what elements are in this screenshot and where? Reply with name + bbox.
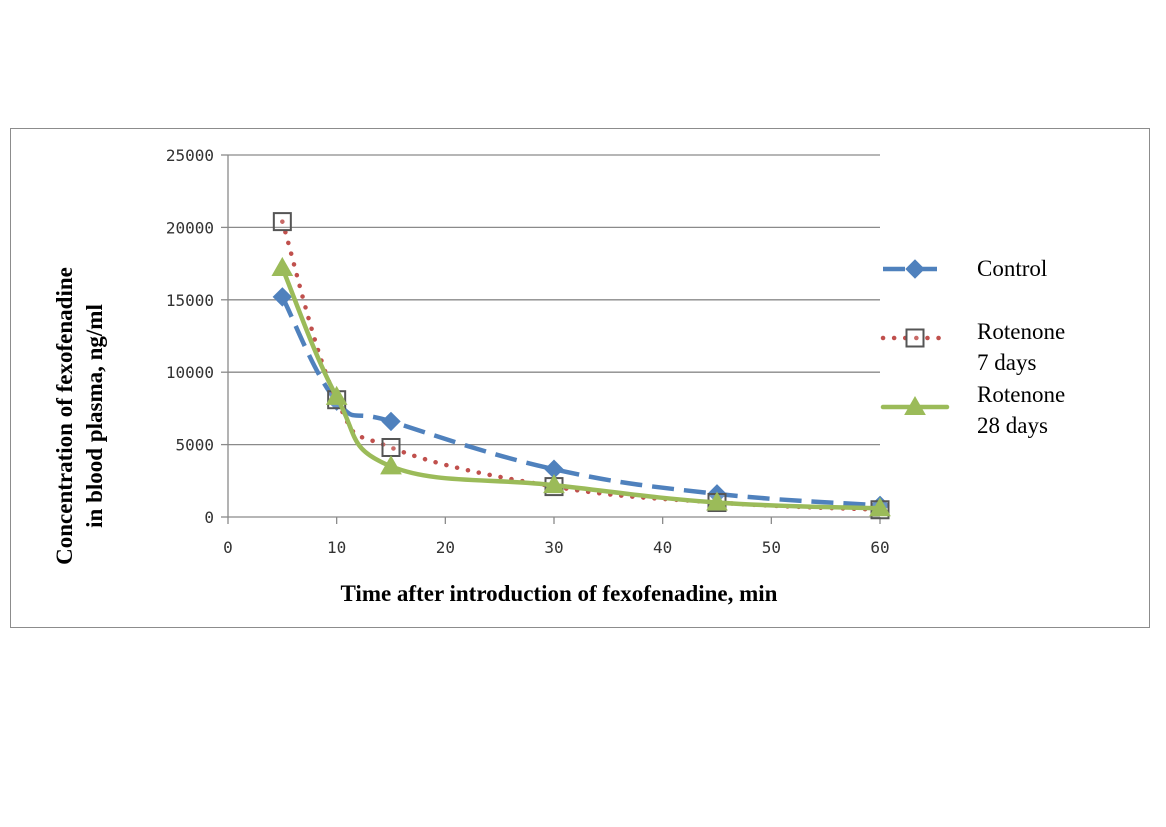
data-series: [271, 212, 891, 520]
legend-label-1-1: 7 days: [977, 350, 1036, 375]
x-tick-label: 60: [870, 538, 889, 557]
data-point-s2-4: [706, 491, 728, 511]
x-tick-label: 30: [544, 538, 563, 557]
x-tick-label: 50: [762, 538, 781, 557]
series-2: [271, 256, 891, 517]
y-axis-title-line-2: in blood plasma, ng/ml: [82, 304, 107, 528]
legend-item-2: Rotenone 28 days: [880, 382, 1065, 438]
data-point-s0-0: [272, 287, 293, 307]
legend-item-1: Rotenone 7 days: [880, 319, 1065, 375]
tick-labels: 0 5000 10000 15000 20000 25000 0 10 20 30 40 50 60: [166, 146, 890, 557]
chart: 0 5000 10000 15000 20000 25000 0 10 20 30 40 50 60 C…: [52, 146, 1065, 606]
series-0: [272, 287, 890, 516]
legend-label-2-0: Rotenone: [977, 382, 1065, 407]
y-tick-label: 10000: [166, 363, 214, 382]
y-tick-label: 20000: [166, 218, 214, 237]
y-tick-label: 5000: [175, 436, 214, 455]
data-point-s2-1: [325, 385, 348, 405]
series-line-2: [280, 265, 883, 511]
legend-marker-1: [905, 328, 925, 348]
data-point-s2-2: [380, 455, 402, 475]
y-tick-label: 25000: [166, 146, 214, 165]
axes: [221, 154, 881, 524]
legend: Control Rotenone 7 days Rotenone 28 days: [880, 256, 1065, 438]
data-point-s2-3: [543, 474, 565, 494]
series-line-1: [280, 219, 883, 513]
legend-label-2-1: 28 days: [977, 413, 1048, 438]
y-axis-title-line-1: Concentration of fexofenadine: [52, 267, 77, 565]
data-point-s1-2: [381, 437, 401, 457]
legend-label-1-0: Rotenone: [977, 319, 1065, 344]
gridlines: [228, 154, 880, 446]
data-point-s1-0: [272, 212, 292, 232]
legend-marker-2: [904, 395, 926, 415]
chart-frame: 0 5000 10000 15000 20000 25000 0 10 20 30 40 50 60 C…: [10, 128, 1150, 628]
x-tick-label: 40: [653, 538, 672, 557]
legend-item-0: Control: [883, 256, 1047, 281]
x-axis-title: Time after introduction of fexofenadine,…: [341, 581, 778, 606]
data-point-s2-0: [271, 256, 294, 276]
x-tick-label: 10: [327, 538, 346, 557]
y-tick-label: 15000: [166, 291, 214, 310]
series-line-0: [280, 295, 881, 508]
data-point-s0-2: [381, 411, 401, 432]
y-tick-label: 0: [204, 508, 214, 527]
x-tick-label: 0: [223, 538, 233, 557]
data-point-s2-5: [869, 497, 891, 517]
x-tick-label: 20: [436, 538, 455, 557]
y-axis-title: Concentration of fexofenadine in blood p…: [52, 267, 107, 565]
series-1: [272, 212, 890, 520]
legend-marker-0: [905, 259, 925, 279]
legend-label-0-0: Control: [977, 256, 1047, 281]
